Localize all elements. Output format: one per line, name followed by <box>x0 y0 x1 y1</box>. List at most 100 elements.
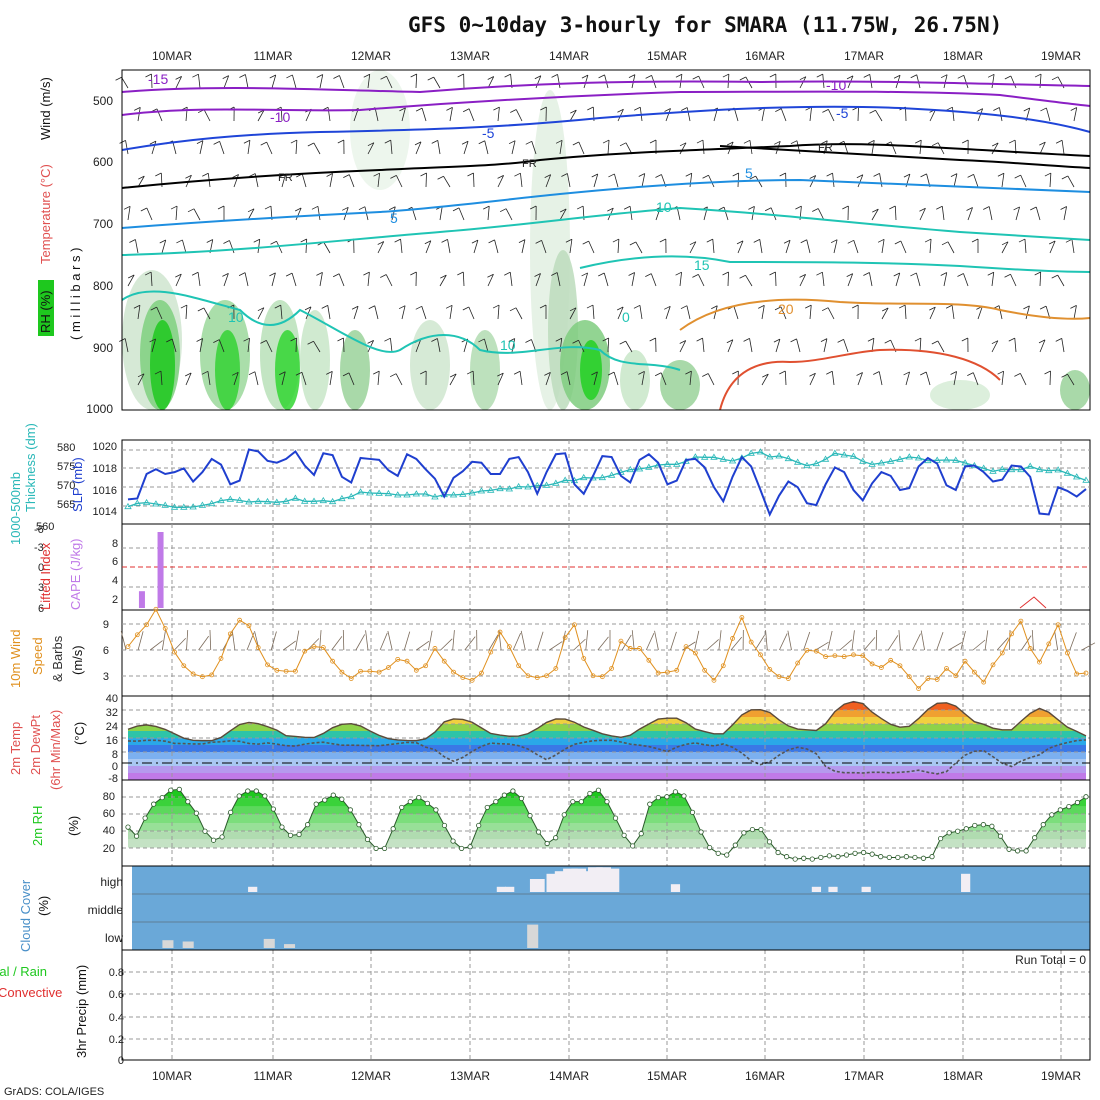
rh-point <box>527 813 533 819</box>
wind-barb <box>182 239 187 254</box>
rh-point <box>878 854 884 860</box>
wind-barb <box>686 305 691 320</box>
precip-ylabel: 3hr Precip (mm) <box>74 965 89 1058</box>
wind-barb-flag <box>997 172 1005 177</box>
wind-barb <box>374 305 379 320</box>
wind-barb-flag <box>264 205 272 210</box>
wind-barb <box>271 272 276 287</box>
wind-barb <box>775 141 781 155</box>
wind-barb-flag <box>184 372 192 377</box>
cloud-high-block <box>248 886 258 892</box>
wind-barb-flag <box>140 207 148 212</box>
wind10m-barb <box>1021 635 1032 651</box>
rh-tick-20: 20 <box>103 843 115 855</box>
wind-barb-flag <box>539 304 547 309</box>
pressure-tick-700: 700 <box>93 217 113 231</box>
wind-barb-flag <box>799 76 807 81</box>
thickness-point <box>468 489 476 496</box>
wind-barb-flag <box>446 107 453 111</box>
wind-barb-flag <box>655 174 662 178</box>
wind-barb-flag <box>598 272 605 277</box>
wind-barb-flag <box>518 239 526 243</box>
wind-barb <box>124 338 129 353</box>
wind-barb-flag <box>311 205 319 210</box>
wind-speed-point <box>916 686 921 691</box>
wind-barb-flag <box>260 141 267 146</box>
wind-barb-flag <box>826 370 833 375</box>
rh-point <box>604 799 610 805</box>
wind-barb-flag <box>504 271 511 276</box>
temp-tick-16: 16 <box>106 735 118 747</box>
wind-barb-flag <box>380 274 387 278</box>
wind-barb <box>857 107 859 122</box>
temperature-panel: 40 32 24 16 8 0 -8 2m Temp 2m DewPt (6hr… <box>8 693 1091 790</box>
wind-barb <box>497 107 500 122</box>
wind-barb <box>733 107 739 122</box>
wind-barb-flag <box>779 172 786 177</box>
contour-freezing-2 <box>719 145 1091 169</box>
thickness-point <box>338 494 346 502</box>
wind-speed-point <box>758 652 763 658</box>
wind-barb <box>712 239 715 254</box>
wind-barb <box>991 74 995 89</box>
wind-barb-flag <box>570 109 577 114</box>
wind-barb <box>665 306 671 320</box>
wind-barb <box>497 305 500 320</box>
thickness-point <box>524 483 532 490</box>
wind-barb-flag <box>115 76 122 81</box>
wind-barb <box>245 74 249 89</box>
wind-speed-point <box>1083 670 1089 676</box>
bottom-date-16mar: 16MAR <box>745 1069 785 1083</box>
wind-barb <box>367 74 371 89</box>
wind-barb <box>266 340 273 353</box>
rh-point <box>193 810 200 816</box>
wind-barb-flag <box>1051 76 1059 81</box>
wind-barb-flag <box>462 306 470 311</box>
thickness-point <box>1026 462 1034 469</box>
wind-barb-flag <box>689 241 697 246</box>
precip-tick-0.2: 0.2 <box>109 1034 124 1046</box>
wind10m-barb <box>996 637 1009 651</box>
wind-barb-flag <box>351 305 359 310</box>
wind-barb <box>929 239 932 254</box>
cross-section-panel: -15 -10 -10 -5 -5 FR FR FR 5 5 10 15 20 … <box>38 69 1091 416</box>
wind-barb <box>650 273 657 287</box>
wind-barb-flag <box>607 207 614 212</box>
wind-barb-flag <box>726 141 734 146</box>
wind-barb-flag <box>471 239 479 244</box>
cloud-high-block <box>505 886 515 892</box>
contour-plus25 <box>719 348 1001 411</box>
contour-label-0: 0 <box>622 309 630 325</box>
wind-barb <box>631 272 635 287</box>
wind10m-barb <box>645 633 655 651</box>
rh-point <box>185 799 191 805</box>
wind-barb-flag <box>893 74 901 79</box>
wind-barb-flag <box>525 140 532 145</box>
wind-barb-flag <box>783 239 791 244</box>
wind10m-barb <box>1031 630 1034 651</box>
thickness-point <box>1035 465 1044 473</box>
wind-barb <box>977 108 984 122</box>
temperature-band <box>128 745 1086 752</box>
wind-barb <box>319 74 324 89</box>
wind-barb <box>160 371 163 386</box>
wind-barb <box>391 206 396 221</box>
wind-barb-flag <box>159 239 166 244</box>
temp-ylabel-temp: 2m Temp <box>8 722 23 775</box>
wind-barb-flag <box>137 373 145 378</box>
thickness-point <box>412 490 421 497</box>
thickness-point <box>821 455 830 462</box>
wind-barb <box>894 206 897 221</box>
wind-barb-flag <box>286 74 293 79</box>
wind-barb-flag <box>191 271 199 276</box>
wind-barb <box>137 373 145 386</box>
pressure-tick-1000: 1000 <box>86 402 113 416</box>
thickness-point <box>133 499 142 506</box>
wind-barb <box>991 142 999 155</box>
rh-point <box>929 854 935 860</box>
wind-barb-flag <box>966 207 973 211</box>
wind-speed-point <box>1064 650 1070 656</box>
wind-barb <box>761 305 765 320</box>
wind-barb-flag <box>619 340 626 345</box>
wind-barb <box>679 142 687 155</box>
